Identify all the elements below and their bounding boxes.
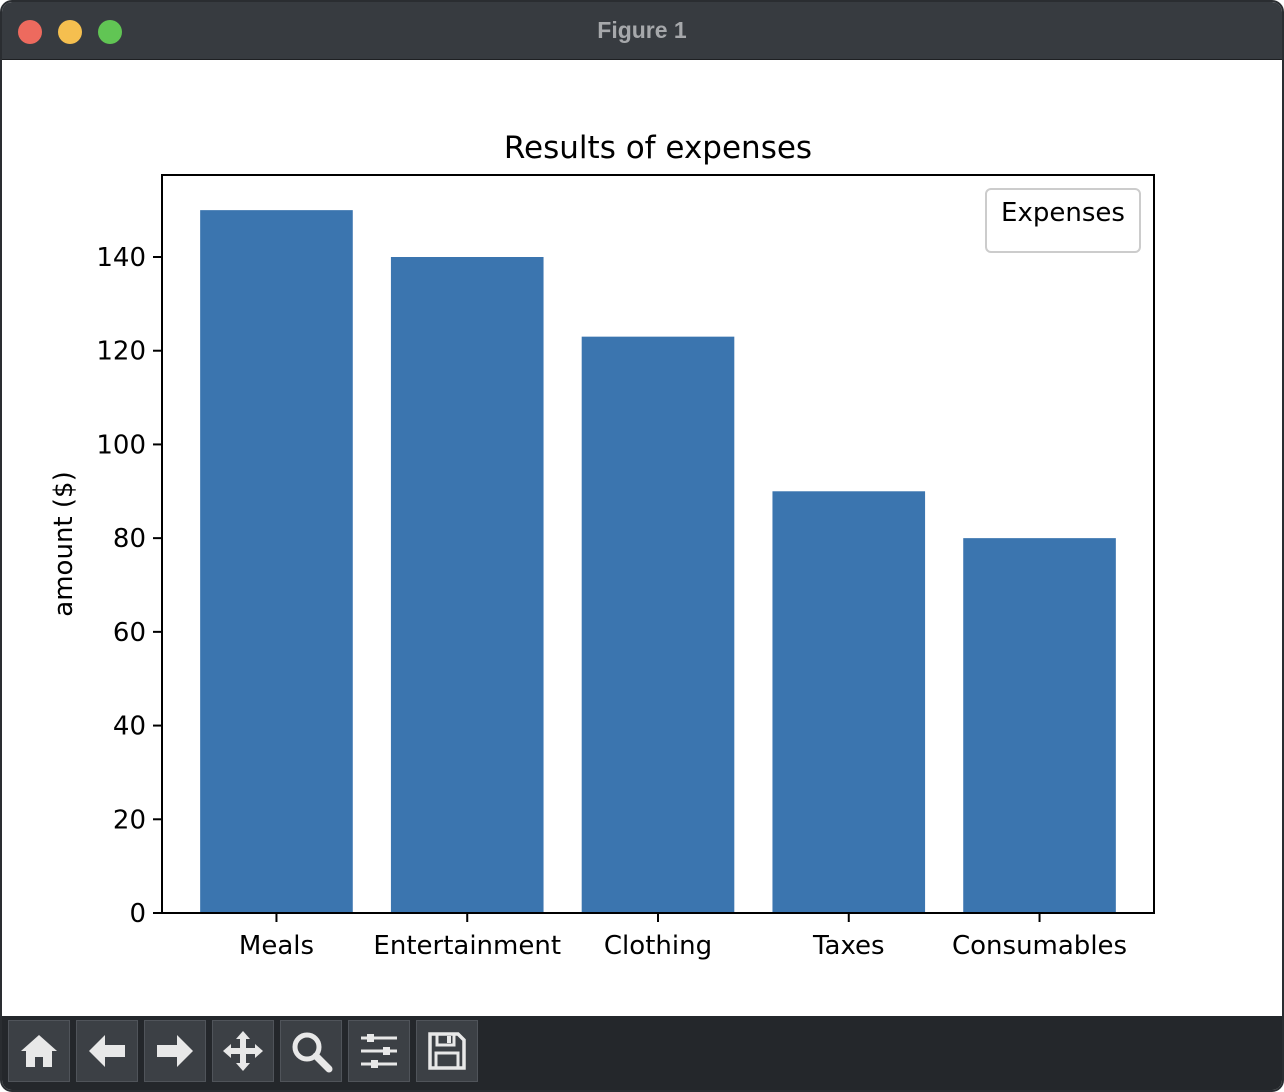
y-tick-label: 100 [96,430,146,460]
home-button[interactable] [8,1020,70,1082]
save-button[interactable] [416,1020,478,1082]
maximize-window-button[interactable] [98,20,122,44]
bar-entertainment [390,257,544,913]
pan-button[interactable] [212,1020,274,1082]
bar-meals [200,210,353,914]
bars-group [200,210,1116,914]
figure-canvas: 0 20 40 60 80 100 120 140 Meals Entertainment Clo… [2,60,1282,1018]
y-tick-label: 60 [113,618,146,648]
chart-title: Results of expenses [504,130,812,166]
x-tick-label: Entertainment [373,931,561,961]
forward-button[interactable] [144,1020,206,1082]
y-tick-label: 20 [113,805,146,835]
y-tick-label: 120 [96,337,146,367]
legend-box [985,188,1141,253]
zoom-icon [292,1032,333,1073]
zoom-button[interactable] [280,1020,342,1082]
window-title: Figure 1 [597,17,687,43]
y-tick-label: 140 [96,243,146,273]
y-axis: 0 20 40 60 80 100 120 140 [96,243,162,929]
minimize-window-button[interactable] [58,20,82,44]
close-window-button[interactable] [18,20,42,44]
x-tick-label: Taxes [812,931,885,961]
x-tick-label: Clothing [604,931,712,961]
forward-arrow-icon [157,1035,193,1067]
y-axis-label: amount ($) [49,471,79,616]
bar-chart: 0 20 40 60 80 100 120 140 Meals Entertainment Clo… [49,130,1155,961]
bar-taxes [772,491,926,913]
configure-subplots-icon [361,1034,397,1068]
home-icon [21,1035,57,1067]
back-arrow-icon [89,1035,125,1067]
y-tick-label: 40 [113,712,146,742]
legend-title: Expenses [1001,198,1125,228]
back-button[interactable] [76,1020,138,1082]
y-tick-label: 80 [113,524,146,554]
x-tick-label: Meals [239,931,314,961]
pan-icon [223,1031,263,1071]
navigation-toolbar [2,1016,1282,1090]
legend: Expenses [985,188,1141,253]
x-axis: Meals Entertainment Clothing Taxes Consumabl… [239,913,1127,961]
bar-consumables [963,538,1116,913]
x-tick-label: Consumables [952,931,1127,961]
title-bar: Figure 1 [2,2,1282,60]
save-icon [428,1032,466,1070]
y-tick-label: 0 [129,899,146,929]
bar-clothing [581,336,735,914]
configure-subplots-button[interactable] [348,1020,410,1082]
